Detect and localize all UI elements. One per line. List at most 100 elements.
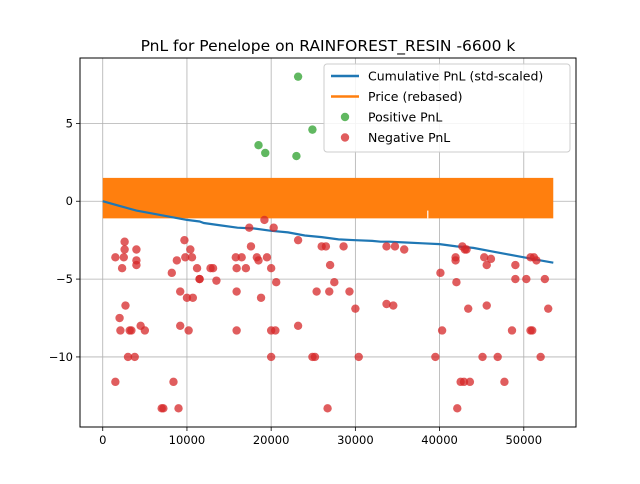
axis-ticks: 0 10000 20000 30000 40000 50000 −10 −5 0 5: [49, 116, 542, 447]
negative-pnl-point: [400, 245, 409, 254]
negative-pnl-point: [486, 254, 496, 264]
negative-pnl-point: [192, 263, 202, 273]
negative-pnl-point: [132, 260, 141, 270]
negative-pnl-point: [127, 326, 136, 335]
cumulative-pnl-line: [102, 200, 554, 264]
negative-pnl-point: [351, 304, 360, 313]
y-tick-label: −5: [56, 272, 73, 286]
negative-pnl-point: [169, 377, 178, 387]
negative-pnl-point: [382, 299, 391, 309]
x-tick-label: 0: [99, 433, 106, 447]
negative-pnl-point: [232, 287, 241, 296]
plot-area: [102, 72, 554, 413]
negative-pnl-point: [246, 242, 256, 251]
negative-pnl-point: [312, 287, 321, 296]
negative-pnl-point: [212, 276, 221, 285]
negative-pnl-point: [339, 242, 348, 251]
chart-title: PnL for Penelope on RAINFOREST_RESIN -66…: [141, 37, 516, 56]
negative-pnl-point: [482, 260, 491, 270]
negative-pnl-point: [174, 404, 183, 413]
negative-pnl-point: [120, 245, 129, 254]
negative-pnl-point: [271, 326, 280, 335]
negative-pnl-point: [493, 352, 502, 362]
negative-pnl-point: [532, 256, 541, 265]
negative-pnl-point: [480, 253, 489, 262]
legend-item-price-label: Price (rebased): [368, 89, 463, 104]
legend-item-cumulative-label: Cumulative PnL (std-scaled): [368, 69, 543, 84]
negative-pnl-point: [266, 263, 276, 273]
negative-pnl-point: [176, 321, 185, 330]
axes-frame: [79, 57, 577, 428]
negative-pnl-point: [325, 260, 335, 270]
negative-pnl-point: [436, 268, 445, 278]
negative-pnl-point: [389, 301, 398, 310]
legend-item-positive-label: Positive PnL: [368, 110, 442, 125]
negative-pnl-point: [266, 352, 276, 362]
positive-pnl-point: [292, 151, 301, 161]
negative-pnl-point: [232, 263, 241, 273]
negative-pnl-point: [184, 326, 193, 335]
negative-pnl-point: [330, 278, 339, 287]
negative-pnl-point: [121, 301, 130, 310]
positive-pnl-point: [254, 140, 263, 150]
positive-pnl-point: [261, 148, 270, 158]
negative-pnl-point: [431, 352, 440, 362]
negative-pnl-point: [345, 287, 354, 296]
negative-pnl-point: [186, 245, 195, 254]
negative-pnl-point: [310, 352, 320, 362]
legend-item-negative-label: Negative PnL: [368, 130, 450, 145]
negative-pnl-point: [511, 274, 520, 284]
negative-pnl-point: [262, 253, 272, 262]
negative-pnl-point: [453, 404, 462, 413]
negative-pnl-point: [231, 253, 240, 262]
negative-pnl-point: [254, 256, 263, 265]
negative-pnl-point: [180, 235, 189, 245]
negative-pnl-point: [323, 404, 332, 413]
negative-pnl-point: [116, 326, 125, 335]
negative-pnl-point: [188, 293, 198, 302]
negative-pnl-point: [540, 274, 550, 284]
x-tick-label: 20000: [253, 433, 290, 447]
negative-pnl-point: [511, 260, 520, 270]
negative-pnl-point: [325, 287, 334, 296]
negative-pnl-point: [260, 215, 269, 225]
negative-pnl-point: [452, 278, 461, 287]
negative-pnl-point: [382, 242, 391, 251]
negative-pnl-point: [132, 245, 141, 254]
negative-pnl-point: [321, 242, 331, 251]
negative-pnl-point: [465, 377, 475, 387]
negative-pnl-point: [111, 377, 120, 387]
negative-pnl-point: [462, 245, 471, 254]
negative-pnl-point: [522, 274, 531, 284]
negative-pnl-point: [241, 263, 251, 273]
negative-pnl-point: [354, 352, 363, 362]
negative-pnl-point: [459, 377, 469, 387]
negative-pnl-point: [272, 278, 281, 287]
negative-pnl-point: [167, 268, 176, 278]
negative-pnl-point: [115, 313, 124, 323]
negative-pnl-point: [119, 253, 128, 262]
negative-pnl-point: [195, 274, 204, 284]
y-tick-label: −10: [49, 350, 73, 364]
negative-pnl-point: [182, 293, 192, 302]
negative-pnl-point: [500, 377, 509, 387]
negative-pnl-point: [437, 326, 447, 335]
x-tick-label: 30000: [337, 433, 374, 447]
legend: Cumulative PnL (std-scaled) Price (rebase…: [323, 63, 571, 153]
negative-pnl-point: [507, 326, 517, 335]
negative-pnl-point: [544, 304, 553, 313]
negative-pnl-point: [117, 263, 127, 273]
y-tick-label: 0: [66, 194, 73, 208]
negative-pnl-point: [482, 301, 491, 310]
negative-pnl-point: [111, 253, 120, 262]
negative-pnl-point: [269, 223, 278, 232]
negative-pnl-point: [187, 253, 197, 262]
y-tick-label: 5: [66, 116, 73, 130]
negative-pnl-point: [536, 352, 545, 362]
positive-pnl-point: [308, 125, 317, 134]
negative-pnl-point: [478, 352, 487, 362]
legend-item-negative-swatch: [340, 133, 350, 142]
negative-pnl-point: [464, 304, 473, 313]
negative-pnl-point: [451, 256, 460, 265]
